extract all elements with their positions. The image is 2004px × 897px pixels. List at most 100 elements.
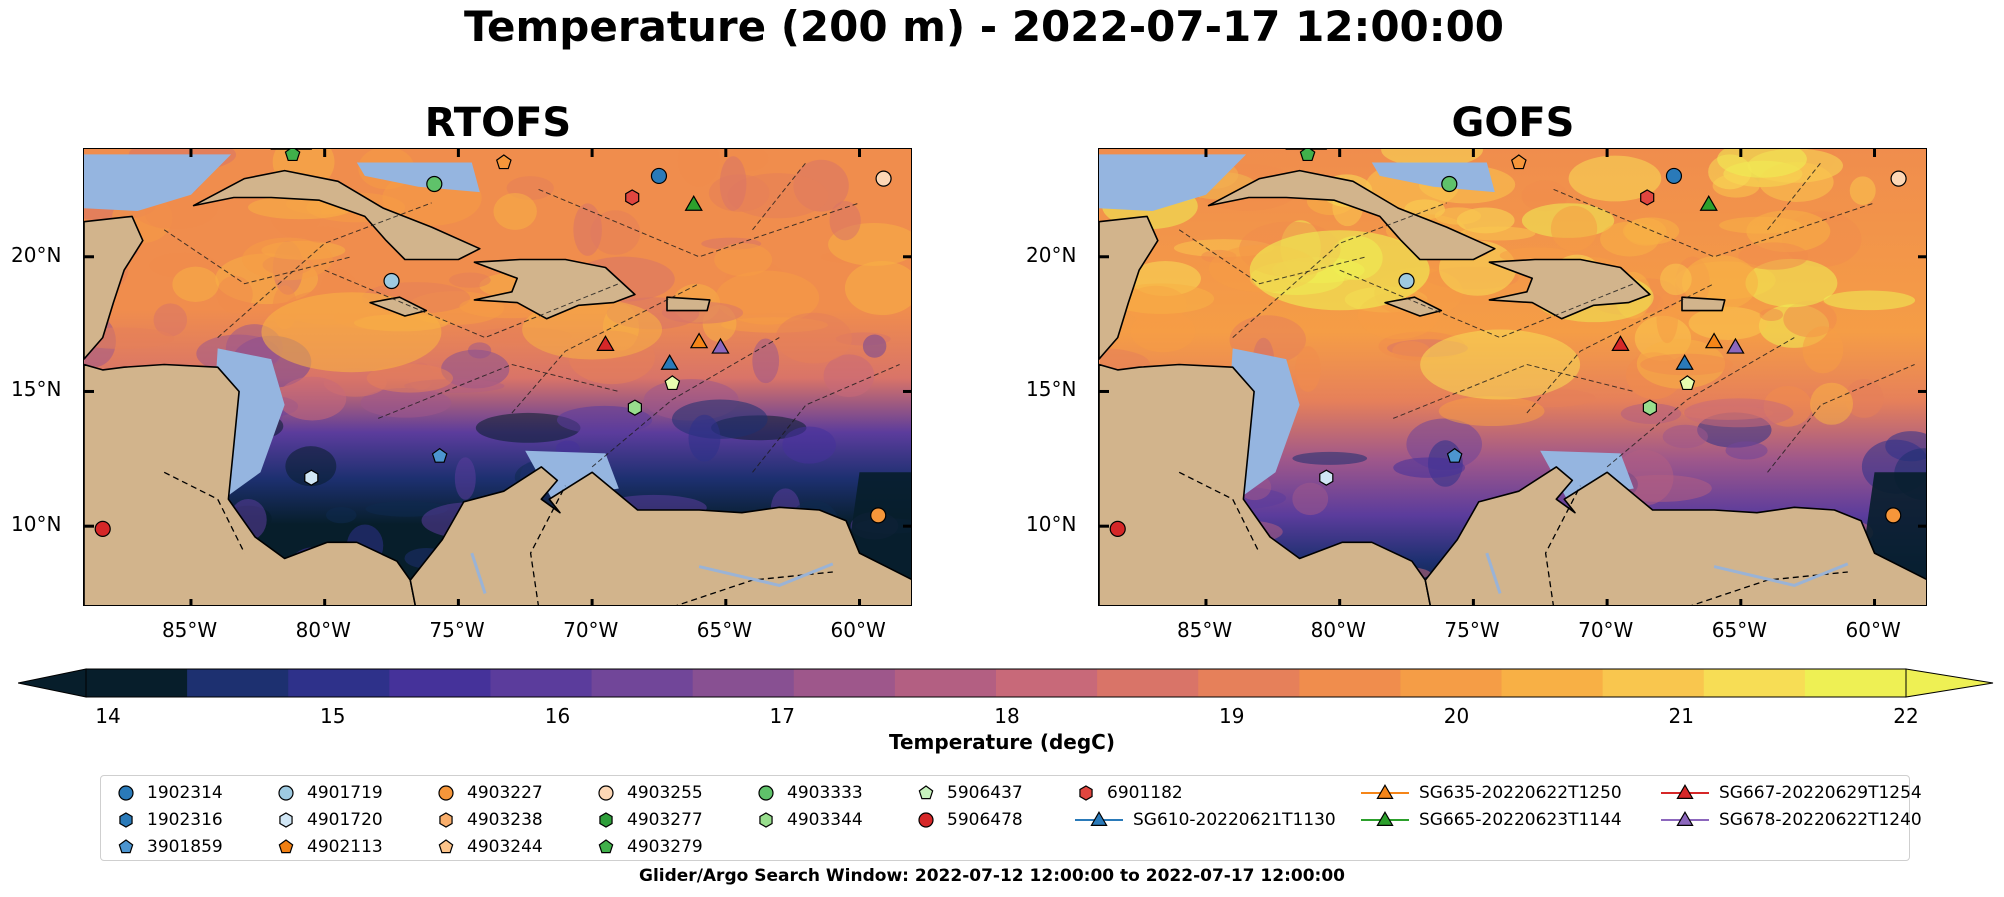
legend-label: 1902314 xyxy=(147,783,223,803)
map-marker-4903279 xyxy=(1299,149,1316,162)
legend-item: 4903255 xyxy=(595,782,703,804)
legend-label: 4903279 xyxy=(627,837,703,857)
legend: 1902314 1902316 3901859 4901719 4901720 49021… xyxy=(100,775,1922,861)
legend-swatch xyxy=(918,785,934,800)
legend-swatch xyxy=(759,812,773,828)
map-marker-SG678-20220622T1240 xyxy=(1726,337,1745,354)
legend-item: 4901719 xyxy=(275,782,383,804)
map-marker-5906437 xyxy=(664,375,681,391)
legend-marker xyxy=(918,785,934,800)
legend-marker xyxy=(758,785,774,801)
legend-marker xyxy=(118,839,134,854)
map-panel-rtofs[interactable] xyxy=(83,148,912,606)
colorbar-tick-label: 16 xyxy=(544,704,571,728)
legend-label: SG610-20220621T1130 xyxy=(1133,810,1336,830)
legend-label: SG678-20220622T1240 xyxy=(1719,810,1922,830)
legend-label: 4902113 xyxy=(307,837,383,857)
legend-item: 4903333 xyxy=(755,782,863,804)
legend-marker xyxy=(118,785,134,801)
legend-marker xyxy=(439,812,453,828)
colorbar-tick-label: 15 xyxy=(320,704,346,728)
x-tick-label: 80°W xyxy=(1310,618,1366,642)
x-tick-label: 80°W xyxy=(295,618,351,642)
legend-swatch xyxy=(1661,811,1709,826)
legend-label: 5906437 xyxy=(947,783,1023,803)
legend-marker xyxy=(279,812,293,828)
legend-label: SG665-20220623T1144 xyxy=(1419,810,1622,830)
map-marker-4903227 xyxy=(870,507,887,524)
legend-label: 4903227 xyxy=(467,783,543,803)
map-marker-4901720 xyxy=(304,469,319,486)
legend-marker xyxy=(1676,784,1694,799)
legend-item: SG610-20220621T1130 xyxy=(1075,809,1336,831)
legend-marker xyxy=(759,812,773,828)
legend-marker xyxy=(438,785,454,801)
map-marker-4903244 xyxy=(1511,154,1527,170)
x-tick-label: 60°W xyxy=(1845,618,1901,642)
colorbar-tick-label: 20 xyxy=(1443,704,1470,728)
y-tick-label: 10°N xyxy=(11,512,62,537)
colorbar-segment xyxy=(1602,669,1705,697)
legend-marker xyxy=(598,785,614,801)
x-tick-label: 70°W xyxy=(1578,618,1634,642)
map-marker-1902316 xyxy=(1640,189,1655,206)
x-tick-label: 75°W xyxy=(1444,618,1500,642)
map-marker-4903279 xyxy=(284,149,301,162)
colorbar-extend-max xyxy=(1905,668,1994,698)
colorbar-segment xyxy=(1198,669,1300,697)
y-tick-label: 10°N xyxy=(1026,512,1077,537)
legend-swatch xyxy=(599,812,613,828)
map-marker-4901720 xyxy=(1319,469,1334,486)
legend-marker xyxy=(278,785,294,801)
map-marker-SG635-20220622T1250 xyxy=(689,332,709,349)
map-marker-1902314 xyxy=(1665,167,1683,185)
colorbar-segment xyxy=(1804,669,1907,697)
map-marker-4903255 xyxy=(1890,170,1907,187)
legend-marker xyxy=(1376,811,1394,826)
legend-swatch xyxy=(279,812,293,828)
map-marker-3901859 xyxy=(431,447,448,463)
legend-label: 4901720 xyxy=(307,810,383,830)
colorbar-tick-label: 21 xyxy=(1668,704,1694,728)
x-tick-label: 85°W xyxy=(161,618,218,642)
map-canvas-gofs xyxy=(1099,149,1926,605)
legend-item: SG665-20220623T1144 xyxy=(1361,809,1622,831)
colorbar-segment xyxy=(187,669,289,697)
colorbar-tick-label: 17 xyxy=(769,704,795,728)
legend-item: 5906478 xyxy=(915,809,1023,831)
legend-label: 4903277 xyxy=(627,810,703,830)
legend-marker xyxy=(1676,811,1694,826)
legend-item: 3901859 xyxy=(115,836,223,858)
colorbar-segment xyxy=(288,669,390,697)
legend-swatch xyxy=(1075,811,1123,826)
x-tick-label: 70°W xyxy=(563,618,619,642)
map-panel-gofs[interactable] xyxy=(1098,148,1927,606)
legend-item: 4903227 xyxy=(435,782,543,804)
legend-item: 4901720 xyxy=(275,809,383,831)
legend-swatch xyxy=(758,785,774,801)
legend-swatch xyxy=(598,785,614,801)
map-marker-5906437 xyxy=(1679,375,1696,391)
map-canvas-rtofs xyxy=(84,149,911,605)
search-window-caption: Glider/Argo Search Window: 2022-07-12 12… xyxy=(639,866,1345,886)
colorbar-tick-label: 14 xyxy=(95,704,121,728)
legend-label: SG667-20220629T1254 xyxy=(1719,783,1922,803)
map-marker-SG635-20220622T1250 xyxy=(1704,332,1724,349)
legend-swatch xyxy=(1361,811,1409,826)
legend-item: 4903238 xyxy=(435,809,543,831)
legend-swatch xyxy=(278,785,294,801)
legend-item: 4902113 xyxy=(275,836,383,858)
colorbar-segment xyxy=(86,669,188,697)
legend-swatch xyxy=(1361,784,1409,799)
map-marker-SG667-20220629T1254 xyxy=(596,335,615,351)
legend-marker xyxy=(438,839,454,854)
legend-swatch xyxy=(439,812,453,828)
legend-marker xyxy=(598,839,614,854)
map-marker-4903333 xyxy=(426,175,443,193)
map-marker-4903255 xyxy=(875,170,892,187)
legend-label: 1902316 xyxy=(147,810,223,830)
colorbar-label: Temperature (degC) xyxy=(889,730,1115,754)
legend-swatch xyxy=(438,839,454,854)
legend-label: 4903344 xyxy=(787,810,863,830)
legend-label: 5906478 xyxy=(947,810,1023,830)
